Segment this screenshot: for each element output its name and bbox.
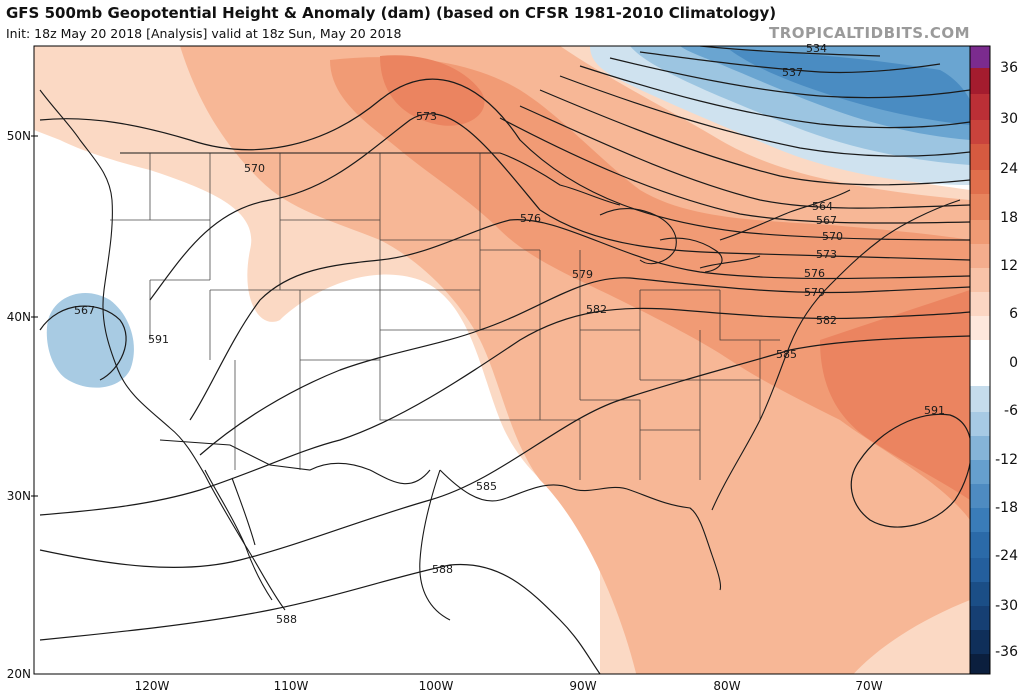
contour-label: 591 [924, 404, 945, 417]
colorbar-tick: -6 [1004, 403, 1018, 419]
contour-line-558 [539, 89, 970, 186]
colorbar-tick: 30 [1000, 111, 1018, 127]
colorbar-tick: -30 [995, 598, 1018, 614]
contour-line-579 [199, 277, 970, 456]
contour-line-591 [850, 413, 970, 528]
border-mexico-us [159, 439, 431, 485]
contour-label-layer: 534 537 564 567 570 573 576 579 582 585 … [74, 42, 945, 626]
contour-line-567 [499, 117, 970, 224]
state-lines [110, 153, 780, 480]
contour-line-564 [519, 105, 970, 209]
anomaly-fill-plus-9 [330, 57, 970, 521]
colorbar-tick: -24 [995, 548, 1018, 564]
contour-label: 570 [244, 162, 265, 175]
colorbar-ticks: 36 30 24 18 12 6 0 -6 -12 -18 -24 -30 -3… [995, 60, 1018, 660]
contour-line-570 [39, 78, 970, 241]
contour-label: 534 [806, 42, 827, 55]
lat-label-30n: 30N [7, 489, 31, 503]
contour-label: 564 [812, 200, 833, 213]
contour-label: 570 [822, 230, 843, 243]
contour-label: 585 [776, 348, 797, 361]
contour-line-582 [39, 307, 970, 516]
contour-label: 582 [586, 303, 607, 316]
colorbar-tick: -36 [995, 644, 1018, 660]
contour-line-567-west [39, 305, 127, 381]
coastline-gulf [419, 469, 722, 621]
contour-label: 588 [432, 563, 453, 576]
lat-label-20n: 20N [7, 667, 31, 681]
height-contours [39, 46, 970, 674]
contour-line-576 [189, 219, 970, 421]
contour-line-537 [639, 51, 941, 74]
anomaly-fill-minus-12 [730, 50, 970, 125]
colorbar [969, 45, 991, 675]
contour-label: 573 [816, 248, 837, 261]
contour-line-573 [149, 113, 970, 301]
anomaly-fill-plus-12 [380, 55, 485, 126]
contour-label: 585 [476, 480, 497, 493]
lon-label-110w: 110W [274, 679, 309, 693]
colorbar-tick: -12 [995, 452, 1018, 468]
contour-label: 576 [804, 267, 825, 280]
contour-label: 567 [74, 304, 95, 317]
lon-label-70w: 70W [855, 679, 882, 693]
lat-label-40n: 40N [7, 310, 31, 324]
lon-label-100w: 100W [419, 679, 454, 693]
contour-label: 573 [416, 110, 437, 123]
anomaly-shading [34, 46, 970, 674]
colorbar-tick: 24 [1000, 161, 1018, 177]
lat-label-50n: 50N [7, 129, 31, 143]
contour-label: 588 [276, 613, 297, 626]
contour-label: 579 [572, 268, 593, 281]
contour-line-546 [579, 65, 970, 129]
contour-line-552 [559, 75, 970, 157]
anomaly-fill-plus-12-atlantic [820, 290, 970, 500]
colorbar-tick: 36 [1000, 60, 1018, 76]
lon-label-80w: 80W [713, 679, 740, 693]
colorbar-tick: -18 [995, 500, 1018, 516]
contour-label: 567 [816, 214, 837, 227]
longitude-labels: 120W 110W 100W 90W 80W 70W [135, 679, 883, 693]
colorbar-tick: 6 [1009, 306, 1018, 322]
colorbar-tick: 12 [1000, 258, 1018, 274]
contour-line-585 [39, 335, 970, 569]
latitude-labels: 50N 40N 30N 20N [7, 129, 38, 681]
contour-label: 537 [782, 66, 803, 79]
source-credit: TROPICALTIDBITS.COM [769, 24, 970, 42]
anomaly-fill-plus-6 [180, 46, 970, 674]
lon-label-120w: 120W [135, 679, 170, 693]
contour-label: 591 [148, 333, 169, 346]
lon-label-90w: 90W [569, 679, 596, 693]
contour-line-534 [699, 46, 881, 57]
colorbar-tick: 0 [1009, 355, 1018, 371]
map-title: GFS 500mb Geopotential Height & Anomaly … [6, 4, 777, 22]
contour-line-588 [39, 563, 601, 674]
coastline-atlantic [711, 199, 961, 511]
map-subtitle: Init: 18z May 20 2018 [Analysis] valid a… [6, 26, 402, 41]
coastline-baja [204, 469, 273, 601]
contour-line-540 [609, 57, 970, 99]
contour-label: 582 [816, 314, 837, 327]
colorbar-tick: 18 [1000, 210, 1018, 226]
anomaly-fill-west-coast-low [46, 292, 134, 388]
contour-label: 576 [520, 212, 541, 225]
contour-label: 579 [804, 286, 825, 299]
